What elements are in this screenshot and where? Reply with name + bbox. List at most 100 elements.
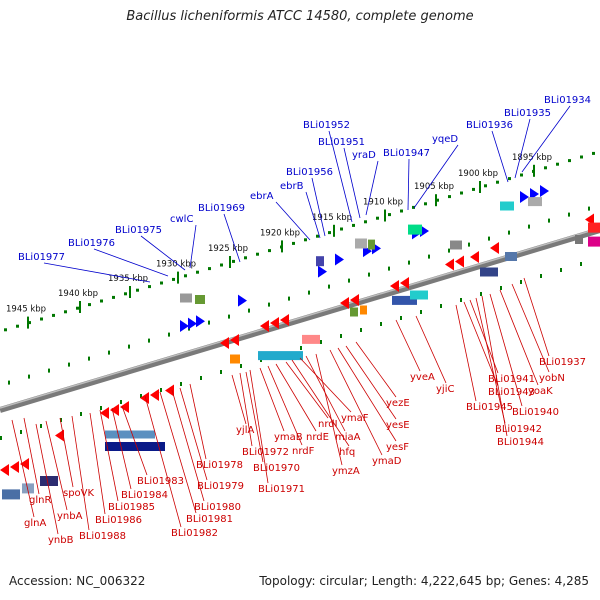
scale-dot [328,231,331,235]
inner-track-dash [348,278,350,283]
scale-label: 1930 kbp [156,260,196,270]
scale-dot [16,324,19,328]
bottom-gene-label: ymzA [332,466,360,477]
scale-dot [100,299,103,303]
reverse-gene-arrow [260,320,269,332]
bottom-gene-leader [35,423,59,535]
inner-track-dash [400,316,402,320]
reverse-gene-arrow [340,297,349,309]
inner-track-dash [428,254,430,259]
top-gene-leader [343,147,361,219]
scale-label: 1905 kbp [414,182,454,192]
top-gene-label: BLi01936 [466,120,513,131]
scale-dot [232,259,235,263]
bottom-gene-label: BLi01972 [242,447,289,458]
scale-dot [292,241,295,245]
bottom-gene-label: yveA [410,372,435,383]
inner-track-dash [240,364,242,368]
bottom-gene-label: miaA [335,432,361,443]
reverse-gene-arrow [230,334,239,346]
bottom-gene-label: BLi01943 [488,387,535,398]
bottom-gene-label: glnA [24,518,46,529]
top-gene-leader [491,130,509,183]
bottom-gene-leader [249,369,269,484]
forward-gene-arrow [196,315,205,328]
bottom-gene-leader [345,345,397,420]
gene-product-block [302,334,320,344]
top-gene-label: BLi01952 [303,120,350,131]
bottom-gene-leader [23,417,40,495]
inner-track-dash [120,400,122,404]
reverse-gene-arrow [270,317,279,329]
inner-track-dash [328,284,330,289]
gene-product-block [230,354,240,364]
inner-track-dash [0,436,2,440]
bottom-gene-leader [511,283,550,373]
scale-dot [76,306,79,310]
bottom-gene-leader [239,372,253,447]
bottom-gene-leader [337,347,397,442]
reverse-gene-arrow [390,280,399,292]
scale-label: 1945 kbp [6,305,46,315]
inner-track-dash [340,334,342,338]
bottom-gene-label: BLi01937 [539,357,586,368]
scale-dot [124,292,127,296]
bottom-gene-leader [523,277,550,357]
inner-track-dash [40,424,42,428]
scale-dot [592,151,595,155]
forward-gene-arrow [520,191,529,203]
scale-dot [268,249,271,253]
genome-backbone [0,227,600,413]
gene-product-block [22,483,34,494]
inner-track-dash [520,280,522,284]
inner-track-dash [300,346,302,350]
reverse-gene-arrow [20,458,29,470]
scale-dot [556,162,559,166]
scale-dot [580,155,583,159]
scale-dot [4,328,7,332]
bottom-gene-label: nrdE [306,432,329,443]
bottom-gene-label: spoVK [63,488,95,499]
bottom-gene-label: nrdF [292,446,315,457]
bottom-gene-leader [395,319,421,372]
inner-track-dash [540,274,542,278]
inner-track-dash [48,368,50,373]
inner-track-dash [20,430,22,434]
forward-gene-arrow [540,185,549,197]
inner-track-dash [560,268,562,272]
bottom-gene-leader [59,417,74,488]
scale-dot [112,295,115,299]
reverse-gene-arrow [220,337,229,349]
inner-track-dash [360,328,362,332]
reverse-gene-arrow [470,251,479,263]
inner-track-dash [80,412,82,416]
bottom-gene-leader [355,341,397,398]
scale-dot [376,216,379,220]
forward-gene-arrow [238,294,247,307]
scale-track: 1945 kbp 1940 kbp 1935 kbp 1930 kbp 1925 kbp… [0,151,595,440]
inner-track-dash [160,388,162,392]
scale-dot [520,173,523,177]
reverse-gene-arrow [110,404,119,416]
inner-track-dash [368,272,370,277]
gene-product-block [505,252,517,261]
scale-dot [256,252,259,256]
bottom-gene-leader [45,420,68,511]
inner-track-dash [480,292,482,296]
bottom-gene-leader [299,357,352,413]
bottom-gene-label: yoaK [528,386,553,397]
bottom-gene-label: ynbB [48,535,74,546]
inner-track-dash [248,308,250,313]
bottom-gene-label: yesF [386,442,409,453]
gene-product-block [480,267,498,277]
forward-gene-arrow [318,265,327,278]
top-gene-label: BLi01977 [18,252,65,263]
scale-dot [64,310,67,314]
reverse-gene-arrow [445,258,454,271]
bottom-gene-label: yezE [386,398,410,409]
gene-product-block [258,351,303,361]
inner-track-dash [448,248,450,253]
scale-dot [208,267,211,271]
topology-text: Topology: circular; Length: 4,222,645 bp… [259,574,589,588]
scale-dot [172,277,175,281]
